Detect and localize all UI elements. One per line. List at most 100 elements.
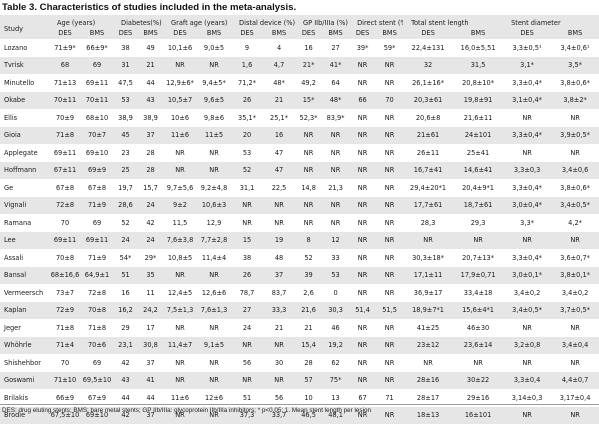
table-cell: 12,6±6 [201,288,227,297]
table-cell: NR [570,323,580,332]
table-cell: NR [231,336,264,354]
table-row: Ellis 70±9 68±10 38,9 38,9 10±6 9,8±6 35,1* 25,1… [0,109,599,127]
table-cell: 69±10 [81,406,114,424]
table-cell: 24 [138,196,164,214]
table-cell: 53 [242,148,252,157]
table-row: Vignali 72±8 71±9 28,6 24 9±2 10,6±3 NR NR NR NR NR… [0,196,599,214]
table-cell: 10±6 [170,113,190,122]
table-cell: 11,5 [172,218,188,227]
table-row: Vermeersch 73±7 72±8 16 11 12,4±5 12,6±6 78,7 83… [0,284,599,302]
table-cell: 25,1* [270,113,289,122]
table-cell: 21 [138,56,164,74]
table-cell: 15 [231,231,264,249]
table-cell: 23±12 [403,336,454,354]
table-cell: 37 [146,358,155,367]
table-cell: 16,0±5,51 [460,43,496,52]
header-diabetes: Diabetes(%) [113,15,164,28]
table-cell: 33,3 [263,301,296,319]
table-cell: 24,2 [138,301,164,319]
table-cell: 9,8±6 [203,113,225,122]
table-cell: NR [522,148,532,157]
table-cell: 3,3±0,4 [503,371,552,389]
table-cell: 3,4±0,5* [551,196,599,214]
table-cell: 22,5 [271,183,287,192]
table-cell: 16 [121,288,130,297]
study-name-cell: Vignali [0,196,49,214]
table-cell: 17,9±0,71 [453,266,504,284]
table-cell: 4,4±0,7 [551,371,599,389]
subheader-bms: BMS [376,28,404,39]
table-cell: 49,2 [301,78,316,87]
study-name-cell: Lee [0,231,49,249]
table-cell: NR [384,288,395,297]
subheader-des: DES [49,28,81,39]
table-cell: NR [263,336,296,354]
table-cell: NR [197,161,232,179]
table-cell: 3,7±0,5* [551,301,599,319]
table-cell: 26 [231,266,264,284]
table-cell: NR [376,56,404,74]
table-cell: 2,6 [303,288,314,297]
table-cell: 45 [113,126,139,144]
table-cell: 9,2±4,8 [200,183,228,192]
table-cell: 43 [113,371,139,389]
table-cell: 12±6 [204,393,224,402]
study-name-cell: Lozano [4,43,28,52]
study-name-cell: Ge [4,183,14,192]
table-cell: 9 [244,43,250,52]
table-cell: 3,3±0,4* [503,126,552,144]
study-name-cell: Brilakis [4,393,29,402]
table-cell: 3,1±0,4* [503,91,552,109]
table-cell: NR [197,56,232,74]
table-cell: 29* [144,253,157,262]
table-cell: 39 [295,266,323,284]
table-cell: 38,9 [143,113,158,122]
table-cell: NR [163,371,198,389]
table-cell: 48,1 [322,406,350,424]
table-cell: 10,1±6 [167,43,193,52]
table-cell: NR [175,323,185,332]
table-cell: 28,3 [420,218,436,227]
table-cell: 4,7 [263,56,296,74]
header-age: Age (years) [49,15,114,28]
subheader-bms: BMS [263,28,296,39]
table-cell: 37 [138,126,164,144]
table-cell: NR [403,231,454,249]
table-cell: 25±41 [466,148,490,157]
subheader-bms: BMS [197,28,232,39]
table-cell: 3,4±0,2 [561,288,589,297]
table-cell: 20,4±9*1 [462,183,495,192]
table-cell: NR [376,371,404,389]
study-name-cell: Hoffmann [0,161,49,179]
table-cell: 70±11 [49,91,81,109]
table-cell: 68±10 [85,113,109,122]
subheader-bms: BMS [138,28,164,39]
table-cell: 18,9±7*1 [403,301,454,319]
table-cell: 24 [138,231,164,249]
subheader-des: DES [163,28,198,39]
table-cell: NR [503,406,552,424]
table-cell: NR [522,358,532,367]
table-cell: 12,9±6* [166,78,194,87]
table-row: Bansal 68±16,6 64,9±1 51 35 NR NR 26 37 39 53 NR NR 1… [0,266,599,284]
table-cell: 16,7±41 [403,161,454,179]
table-cell: 20,6±8 [415,113,441,122]
table-cell: 7,6±1,3 [197,301,232,319]
table-row: Okabe 70±11 70±11 53 43 10,5±7 9,6±5 26 21 15* 48*… [0,91,599,109]
table-cell: 23 [121,148,130,157]
table-cell: NR [330,218,341,227]
table-cell: 3,6±0,7* [560,253,590,262]
table-title: Table 3. Characteristics of studies incl… [2,2,297,13]
table-body: Lozano 71±9* 66±9* 38 49 10,1±6 9,0±5 9 4 16 27 39*… [0,39,599,424]
table-cell: 68 [49,56,81,74]
table-cell: 69±11 [53,148,77,157]
table-cell: 69 [92,358,102,367]
table-cell: 15,7 [143,183,158,192]
table-cell: NR [242,218,252,227]
table-cell: 56 [242,358,252,367]
table-cell: NR [163,406,198,424]
table-cell: 69 [92,218,102,227]
table-cell: 28 [138,161,164,179]
table-cell: NR [473,358,483,367]
table-cell: NR [349,196,377,214]
